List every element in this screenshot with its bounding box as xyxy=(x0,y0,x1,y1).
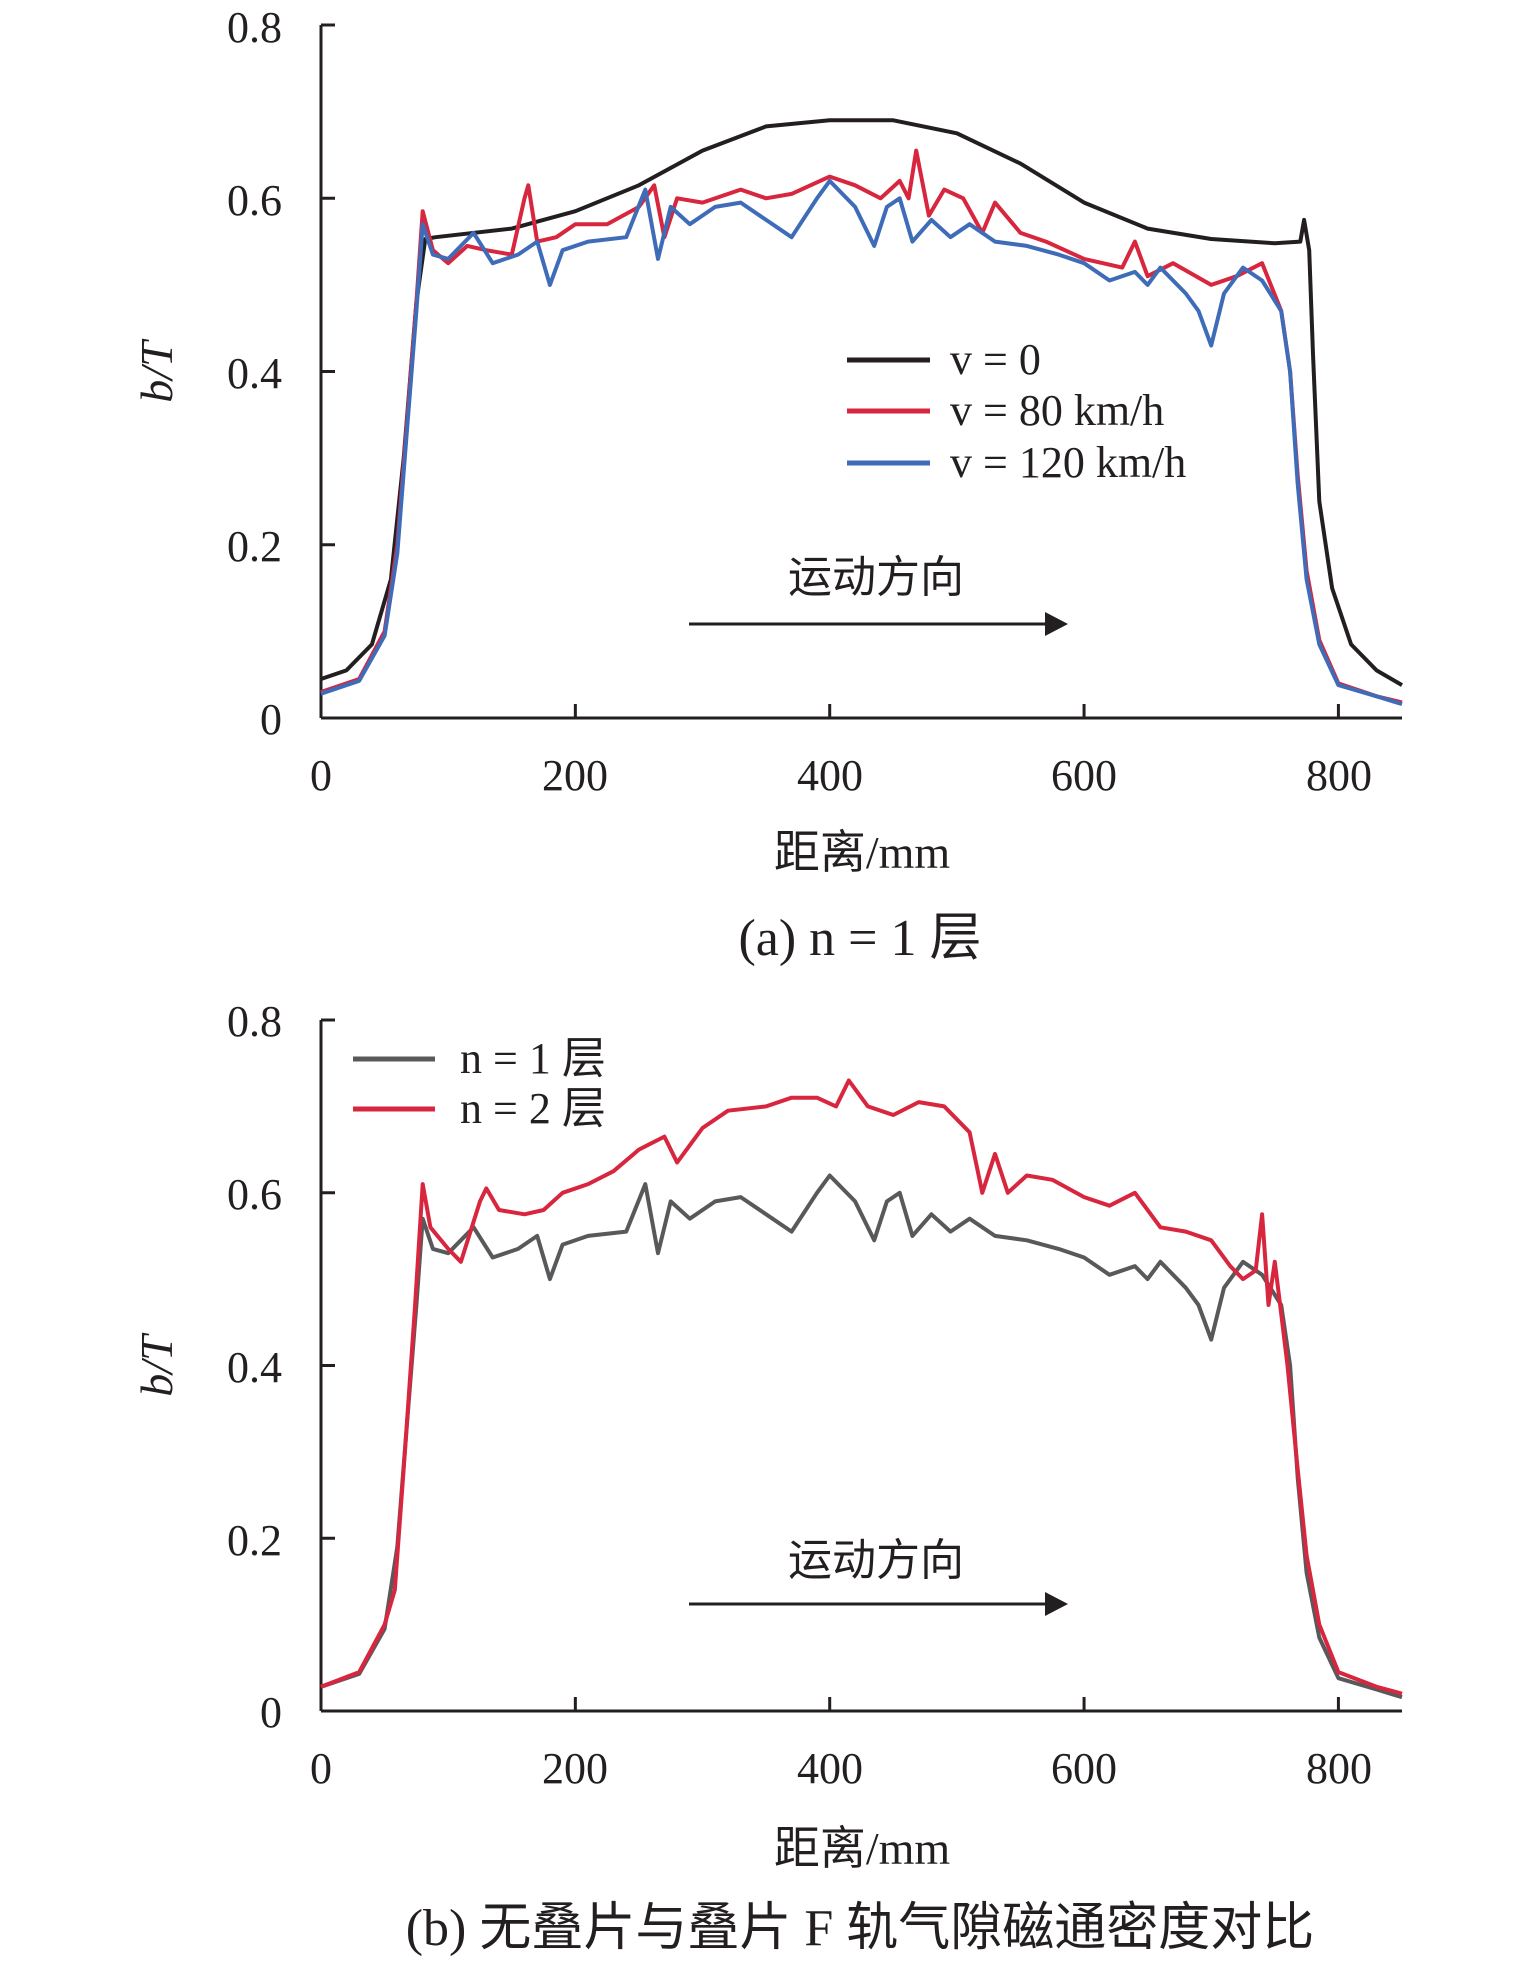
y-axis-title: b/T xyxy=(131,338,182,403)
y-tick-label: 0.8 xyxy=(227,997,282,1046)
legend-entry-label: v = 0 xyxy=(950,335,1041,384)
y-tick-label: 0.6 xyxy=(227,1170,282,1219)
y-tick-label: 0 xyxy=(260,1688,282,1737)
y-tick-label: 0.4 xyxy=(227,349,282,398)
x-tick-label: 800 xyxy=(1306,751,1372,800)
legend: n = 1 层 n = 2 层 xyxy=(353,1034,606,1133)
panel-b-chart: 0.8 0.6 0.4 0.2 0 0 200 400 600 800 距离/m… xyxy=(131,997,1403,1957)
panel-a-caption: (a) n = 1 层 xyxy=(738,910,981,967)
panel-a-chart: 0.8 0.6 0.4 0.2 0 0 200 400 600 800 距离/m… xyxy=(131,3,1404,967)
direction-label: 运动方向 xyxy=(788,552,964,603)
y-tick-label: 0.4 xyxy=(227,1343,282,1392)
x-tick-label: 200 xyxy=(542,751,608,800)
direction-label: 运动方向 xyxy=(788,1535,964,1586)
x-tick-label: 400 xyxy=(797,1744,863,1793)
direction-arrowhead xyxy=(1045,1592,1068,1616)
legend-entry-label: n = 2 层 xyxy=(460,1084,606,1133)
x-tick-label: 600 xyxy=(1051,751,1117,800)
x-tick-label: 800 xyxy=(1306,1744,1372,1793)
y-tick-label: 0.8 xyxy=(227,3,282,52)
y-tick-label: 0.6 xyxy=(227,176,282,225)
y-axis-title: b/T xyxy=(131,1332,182,1397)
x-tick-label: 0 xyxy=(310,1744,332,1793)
x-tick-label: 600 xyxy=(1051,1744,1117,1793)
legend: v = 0 v = 80 km/h v = 120 km/h xyxy=(847,335,1186,487)
series-line-2 xyxy=(320,1078,1403,1696)
x-tick-label: 0 xyxy=(310,751,332,800)
panel-b-caption: (b) 无叠片与叠片 F 轨气隙磁通密度对比 xyxy=(406,1900,1315,1957)
legend-entry-label: v = 120 km/h xyxy=(950,438,1186,487)
legend-entry-label: v = 80 km/h xyxy=(950,386,1164,435)
series-line-3 xyxy=(320,178,1403,707)
direction-annotation: 运动方向 xyxy=(689,552,1068,636)
direction-arrowhead xyxy=(1045,612,1068,636)
x-tick-label: 200 xyxy=(542,1744,608,1793)
series-line-1 xyxy=(320,1173,1403,1700)
direction-annotation: 运动方向 xyxy=(689,1535,1068,1616)
x-axis-title: 距离/mm xyxy=(774,827,951,878)
legend-entry-label: n = 1 层 xyxy=(460,1034,606,1083)
y-tick-label: 0.2 xyxy=(227,1516,282,1565)
x-tick-label: 400 xyxy=(797,751,863,800)
y-tick-label: 0 xyxy=(260,695,282,744)
x-axis-title: 距离/mm xyxy=(774,1823,951,1874)
y-tick-label: 0.2 xyxy=(227,522,282,571)
